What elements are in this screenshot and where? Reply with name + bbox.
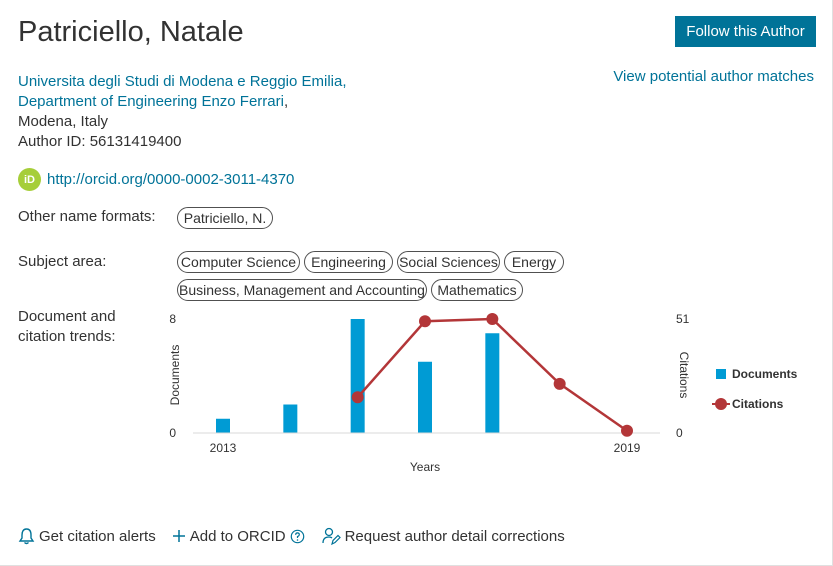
subject-pill: Energy [504, 251, 564, 273]
trends-label: Document and citation trends: [18, 307, 116, 347]
other-name-formats-label: Other name formats: [18, 208, 156, 225]
request-corrections-label: Request author detail corrections [344, 527, 565, 545]
subject-pill: Social Sciences [397, 251, 500, 273]
affiliation-comma: , [283, 93, 289, 110]
add-to-orcid-action[interactable]: Add to ORCID [172, 528, 305, 545]
subject-pill: Mathematics [431, 279, 523, 301]
subject-area-label: Subject area: [18, 253, 107, 270]
citation-alerts-action[interactable]: Get citation alerts [18, 527, 156, 545]
orcid-row: iD http://orcid.org/0000-0002-3011-4370 [18, 168, 294, 191]
user-edit-icon [321, 527, 341, 546]
author-name: Patriciello, Natale [18, 16, 244, 48]
subject-pill: Engineering [304, 251, 393, 273]
bell-icon [18, 528, 35, 545]
affiliation-department-link[interactable]: Department of Engineering Enzo Ferrari [18, 93, 284, 110]
follow-author-button[interactable]: Follow this Author [675, 16, 816, 47]
subject-pill: Computer Science [177, 251, 300, 273]
citation-alerts-label: Get citation alerts [39, 527, 156, 545]
name-format-pill: Patriciello, N. [177, 207, 273, 229]
orcid-link[interactable]: http://orcid.org/0000-0002-3011-4370 [47, 171, 295, 188]
affiliation-university-link[interactable]: Universita degli Studi di Modena e Reggi… [18, 73, 347, 90]
plus-icon [172, 530, 185, 542]
request-corrections-action[interactable]: Request author detail corrections [321, 526, 565, 546]
affiliation-block: Universita degli Studi di Modena e Reggi… [18, 72, 347, 152]
orcid-icon: iD [18, 168, 41, 191]
help-icon[interactable] [290, 529, 305, 544]
trends-label-line2: citation trends: [18, 328, 116, 345]
subject-pill: Business, Management and Accounting [177, 279, 427, 301]
trends-label-line1: Document and [18, 308, 116, 325]
author-id: Author ID: 56131419400 [18, 133, 182, 150]
add-to-orcid-label: Add to ORCID [189, 527, 286, 545]
action-bar: Get citation alerts Add to ORCID Request… [18, 526, 581, 546]
author-location: Modena, Italy [18, 113, 109, 130]
view-author-matches-link[interactable]: View potential author matches [613, 68, 814, 85]
